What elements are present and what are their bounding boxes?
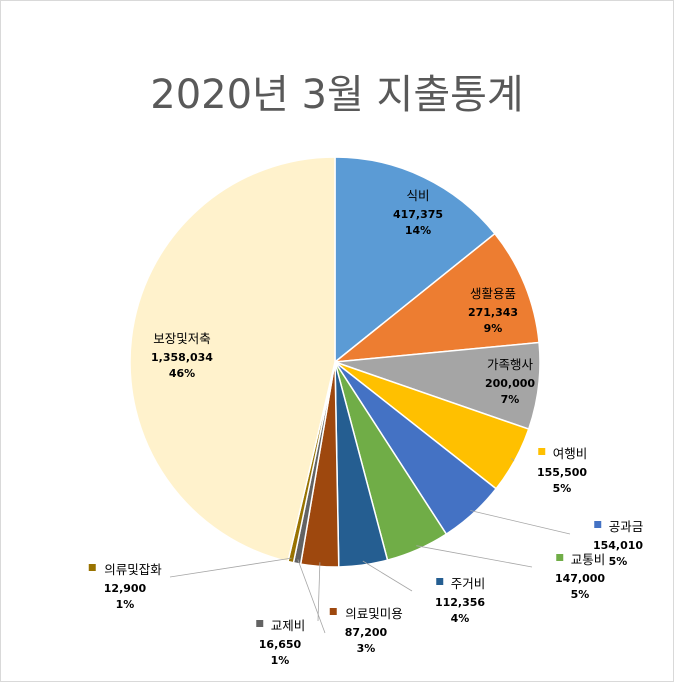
leader-line	[511, 458, 515, 462]
leader-line	[470, 510, 571, 535]
slice-label: 가족행사 200,000 7%	[485, 357, 535, 406]
leader-line	[362, 560, 413, 592]
pie-slice	[334, 156, 496, 364]
slice-label-percent: 5%	[609, 555, 628, 568]
slice-label-value: 87,200	[345, 626, 388, 639]
slice-label-name: 보장및저축	[153, 331, 211, 346]
slice-label-value: 12,900	[104, 582, 147, 595]
slice-label-percent: 1%	[116, 598, 135, 611]
slice-label-value: 147,000	[555, 572, 605, 585]
slice-label: 여행비 155,500 5%	[537, 446, 587, 495]
legend-key-swatch	[538, 448, 546, 455]
legend-key-swatch	[436, 578, 444, 585]
slice-label: 생활용품 271,343 9%	[468, 286, 518, 335]
slice-label-percent: 4%	[451, 612, 470, 625]
slice-label-value: 112,356	[435, 596, 485, 609]
slice-label-percent: 5%	[553, 482, 572, 495]
slice-label-name: 의류및잡화	[104, 562, 162, 577]
slice-label: 보장및저축 1,358,034 46%	[151, 331, 213, 380]
slice-label-percent: 7%	[501, 393, 520, 406]
slice-label: 공과금 154,010 5%	[593, 519, 643, 568]
slice-label-name: 교제비	[271, 618, 306, 633]
leader-line	[169, 557, 292, 578]
legend-key-swatch	[329, 608, 337, 615]
slice-label-percent: 5%	[571, 588, 590, 601]
leader-line	[416, 545, 533, 568]
slice-label-name: 가족행사	[487, 357, 534, 372]
legend-key-swatch	[556, 554, 564, 561]
slice-label: 의료및미용 87,200 3%	[329, 606, 403, 655]
slice-label-name: 식비	[406, 188, 429, 203]
slice-label-percent: 9%	[484, 322, 503, 335]
pie-slice	[129, 156, 336, 563]
slice-label-value: 155,500	[537, 466, 587, 479]
chart-title: 2020년 3월 지출통계	[150, 72, 524, 118]
slice-label-value: 200,000	[485, 377, 535, 390]
slice-label-value: 154,010	[593, 539, 643, 552]
slice-label-percent: 3%	[357, 642, 376, 655]
slice-label-percent: 14%	[405, 224, 431, 237]
slice-label-percent: 46%	[169, 367, 195, 380]
slice-label-name: 생활용품	[470, 286, 516, 301]
slice-label-value: 16,650	[259, 638, 302, 651]
slice-label: 의류및잡화 12,900 1%	[88, 562, 162, 611]
slice-label: 교제비 16,650 1%	[256, 618, 305, 667]
legend-key-swatch	[594, 521, 602, 528]
leader-line	[297, 559, 326, 634]
slice-label: 교통비 147,000 5%	[555, 552, 605, 601]
slice-label-name: 의료및미용	[345, 606, 403, 621]
slice-label: 식비 417,375 14%	[393, 188, 443, 237]
slice-label-name: 여행비	[553, 446, 588, 461]
slice-label-value: 271,343	[468, 306, 518, 319]
pie-slice	[332, 232, 540, 363]
legend-key-swatch	[88, 564, 96, 571]
slice-label-value: 1,358,034	[151, 351, 213, 364]
slice-label-name: 주거비	[451, 576, 486, 591]
leader-line	[317, 562, 321, 622]
slice-label-name: 공과금	[609, 519, 644, 534]
slice-label-name: 교통비	[571, 552, 606, 567]
slice-label-percent: 1%	[271, 654, 290, 667]
slice-label: 주거비 112,356 4%	[435, 576, 485, 625]
slice-label-value: 417,375	[393, 208, 443, 221]
legend-key-swatch	[256, 620, 264, 627]
